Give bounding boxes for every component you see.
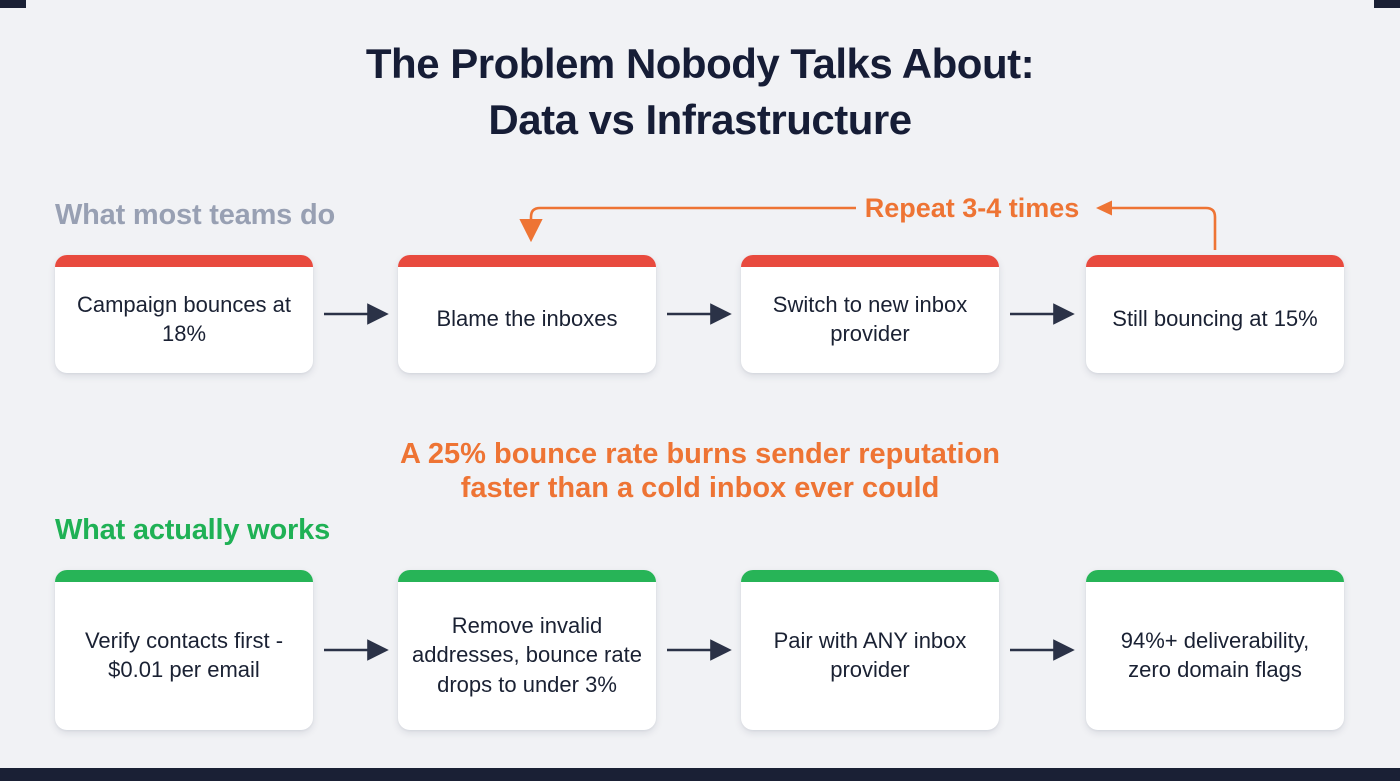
callout-line1: A 25% bounce rate burns sender reputatio… bbox=[400, 438, 1000, 470]
page-title-line2: Data vs Infrastructure bbox=[488, 95, 912, 143]
card-accent-bar bbox=[55, 255, 313, 267]
callout-line2: faster than a cold inbox ever could bbox=[460, 472, 940, 505]
card-campaign-bounces: Campaign bounces at 18% bbox=[55, 255, 313, 373]
card-text: Switch to new inbox provider bbox=[772, 291, 968, 346]
card-accent-bar bbox=[1086, 255, 1344, 267]
card-text: Still bouncing at 15% bbox=[1112, 306, 1318, 332]
section-label-problem: What most teams do bbox=[55, 199, 335, 231]
card-text: Campaign bounces at 18% bbox=[76, 291, 292, 346]
card-remove-invalid: Remove invalid addresses, bounce rate dr… bbox=[398, 570, 656, 730]
card-accent-bar bbox=[1086, 570, 1344, 582]
repeat-loop-label: Repeat 3-4 times bbox=[864, 193, 1080, 223]
top-right-edge-mark bbox=[1374, 0, 1400, 8]
card-still-bouncing: Still bouncing at 15% bbox=[1086, 255, 1344, 373]
card-text: Remove invalid addresses, bounce rate dr… bbox=[412, 613, 642, 697]
callout-text: A 25% bounce rate burns sender reputatio… bbox=[0, 437, 1400, 505]
top-left-edge-mark bbox=[0, 0, 26, 8]
page-title-line1: The Problem Nobody Talks About: bbox=[365, 40, 1035, 87]
section-label-solution: What actually works bbox=[55, 514, 330, 546]
card-blame-inboxes: Blame the inboxes bbox=[398, 255, 656, 373]
page-title: The Problem Nobody Talks About: Data vs … bbox=[0, 36, 1400, 148]
card-accent-bar bbox=[398, 255, 656, 267]
card-text: 94%+ deliverability, zero domain flags bbox=[1120, 627, 1310, 682]
card-verify-contacts: Verify contacts first - $0.01 per email bbox=[55, 570, 313, 730]
card-accent-bar bbox=[741, 255, 999, 267]
card-accent-bar bbox=[55, 570, 313, 582]
card-text: Pair with ANY inbox provider bbox=[773, 627, 967, 682]
card-text: Blame the inboxes bbox=[436, 306, 618, 332]
card-deliverability: 94%+ deliverability, zero domain flags bbox=[1086, 570, 1344, 730]
card-pair-any-provider: Pair with ANY inbox provider bbox=[741, 570, 999, 730]
bottom-edge-bar bbox=[0, 768, 1400, 781]
card-accent-bar bbox=[398, 570, 656, 582]
card-text: Verify contacts first - $0.01 per email bbox=[84, 627, 284, 682]
card-switch-provider: Switch to new inbox provider bbox=[741, 255, 999, 373]
card-accent-bar bbox=[741, 570, 999, 582]
